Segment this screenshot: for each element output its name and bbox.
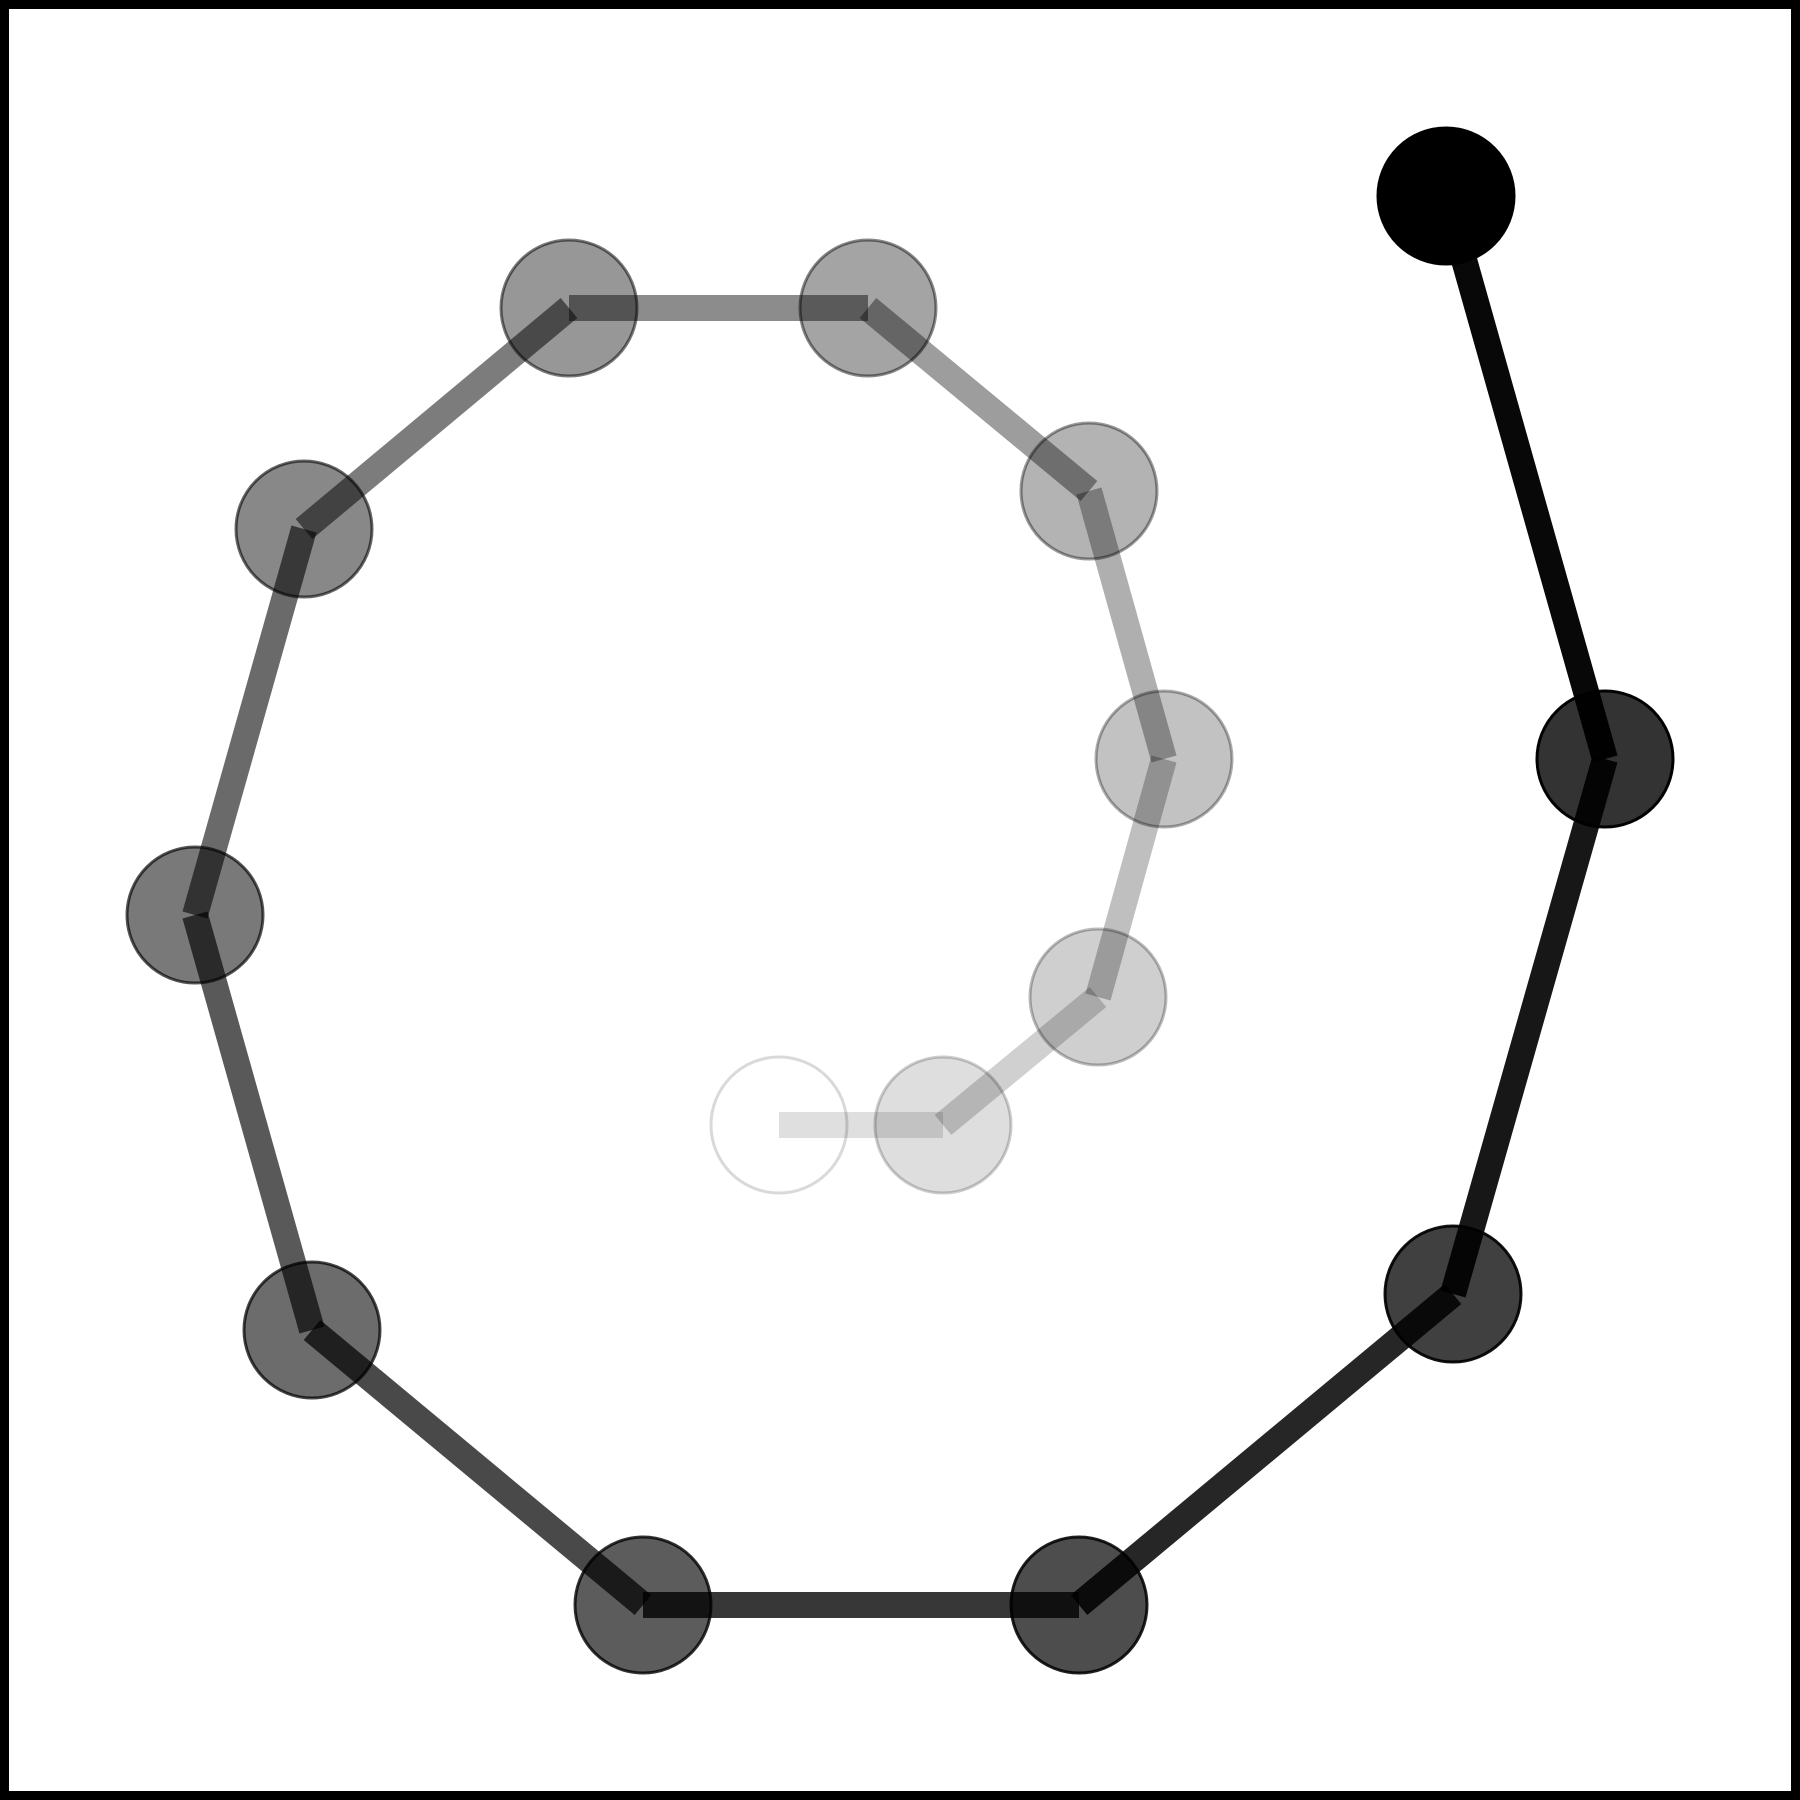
spiral-node-15 <box>1376 126 1516 266</box>
spiral-node-10 <box>242 1260 382 1400</box>
spiral-edges <box>182 192 1618 1618</box>
spiral-node-4 <box>1094 689 1234 829</box>
spiral-edge-12 <box>1070 1284 1462 1615</box>
spiral-node-12 <box>1009 1535 1149 1675</box>
spiral-edge-5 <box>859 297 1098 502</box>
spiral-node-13 <box>1383 1224 1523 1364</box>
spiral-node-11 <box>573 1535 713 1675</box>
spiral-edge-3 <box>1085 755 1177 1001</box>
spiral-edge-10 <box>303 1320 652 1615</box>
spiral-node-2 <box>873 1055 1013 1195</box>
spiral-node-7 <box>499 238 639 378</box>
spiral-node-8 <box>234 459 374 599</box>
spiral-node-14 <box>1535 689 1675 829</box>
spiral-node-9 <box>125 845 265 985</box>
spiral-node-5 <box>1019 421 1159 561</box>
spiral-node-6 <box>798 238 938 378</box>
spiral-edge-13 <box>1440 755 1618 1298</box>
spiral-node-3 <box>1028 927 1168 1067</box>
spiral-node-1 <box>709 1055 849 1195</box>
spiral-edge-4 <box>1076 487 1177 763</box>
spiral-edge-2 <box>934 986 1107 1136</box>
spiral-edge-9 <box>182 911 325 1334</box>
spiral-nodes <box>125 126 1675 1675</box>
spiral-edge-14 <box>1433 192 1618 763</box>
spiral-edge-7 <box>295 298 578 539</box>
